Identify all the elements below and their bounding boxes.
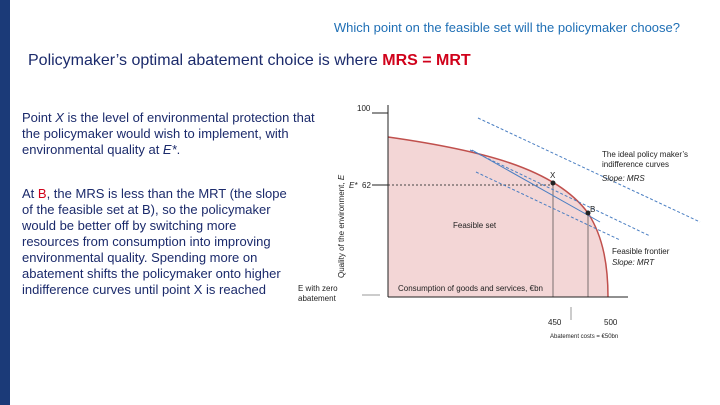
zero-abatement: E with zero abatement xyxy=(298,284,338,303)
note: The ideal policy maker’s indifference cu… xyxy=(602,150,688,169)
label: B xyxy=(590,205,595,214)
question: Which point on the feasible set will the… xyxy=(333,20,680,35)
text: Point xyxy=(22,110,56,125)
title: Policymaker’s optimal abatement choice i… xyxy=(28,52,471,70)
label: Slope: MRS xyxy=(602,174,645,183)
feasible-area xyxy=(388,137,608,297)
note: E with zero abatement xyxy=(298,284,338,303)
text: is the level of environmental protection… xyxy=(22,110,315,157)
text: Quality of the environment, xyxy=(337,180,346,278)
paragraph: At B, the MRS is less than the MRT (the … xyxy=(22,186,292,298)
label: Slope: MRT xyxy=(612,258,655,267)
title-highlight: MRS = MRT xyxy=(382,52,471,69)
text: . xyxy=(176,142,181,157)
tick-label: 100 xyxy=(357,104,371,113)
label: Feasible set xyxy=(453,221,497,230)
text: E xyxy=(337,174,346,180)
note: Abatement costs = €50bn xyxy=(550,334,619,340)
point xyxy=(550,180,556,186)
tick-label: 450 xyxy=(548,318,562,327)
title-text: Policymaker’s optimal abatement choice i… xyxy=(28,52,383,69)
label: X xyxy=(550,171,556,180)
frontier xyxy=(387,136,609,298)
point xyxy=(585,210,591,216)
text: , the MRS is less than the MRT (the slop… xyxy=(22,186,287,297)
abatement-note: Abatement costs = €50bn xyxy=(550,334,619,340)
y-axis-label: Quality of the environment, E xyxy=(337,174,346,278)
tick-label: 500 xyxy=(604,318,618,327)
tick-label: 62 xyxy=(362,181,371,190)
indifference-curve xyxy=(475,171,621,241)
side-bar xyxy=(0,0,10,405)
paragraph: Point X is the level of environmental pr… xyxy=(22,110,322,158)
indifference-curve xyxy=(477,117,701,223)
tangent xyxy=(471,149,601,223)
text: E* xyxy=(162,142,177,157)
indifference-title: The ideal policy maker’s indifference cu… xyxy=(602,150,688,169)
text: X xyxy=(55,110,64,125)
x-axis-label: Consumption of goods and services, €bn xyxy=(398,284,543,293)
text: At xyxy=(22,186,38,201)
text: B xyxy=(37,186,47,201)
label: Feasible frontier xyxy=(612,247,670,256)
tick-label: E* xyxy=(349,181,358,190)
indifference-curve xyxy=(469,149,651,237)
